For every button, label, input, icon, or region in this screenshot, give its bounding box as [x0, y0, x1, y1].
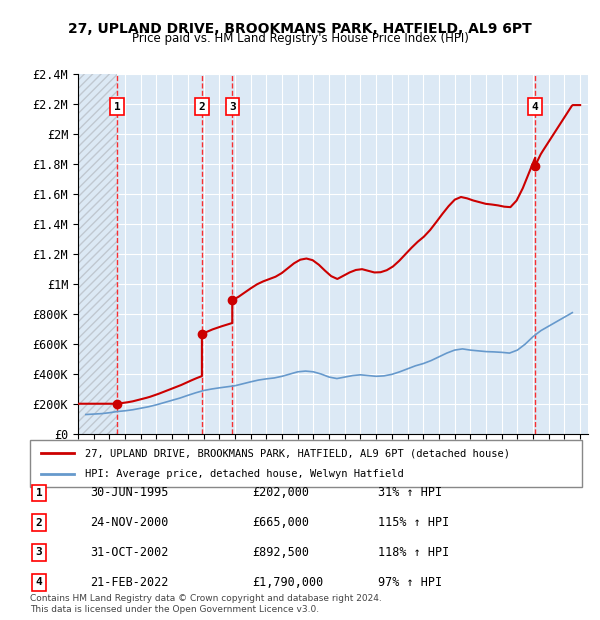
Text: HPI: Average price, detached house, Welwyn Hatfield: HPI: Average price, detached house, Welw… — [85, 469, 404, 479]
Text: 31-OCT-2002: 31-OCT-2002 — [90, 546, 169, 559]
Text: 24-NOV-2000: 24-NOV-2000 — [90, 516, 169, 529]
Text: 2: 2 — [35, 518, 43, 528]
Text: 4: 4 — [532, 102, 539, 112]
Text: 1: 1 — [35, 488, 43, 498]
Text: 27, UPLAND DRIVE, BROOKMANS PARK, HATFIELD, AL9 6PT: 27, UPLAND DRIVE, BROOKMANS PARK, HATFIE… — [68, 22, 532, 36]
Text: Contains HM Land Registry data © Crown copyright and database right 2024.
This d: Contains HM Land Registry data © Crown c… — [30, 595, 382, 614]
Text: £665,000: £665,000 — [252, 516, 309, 529]
Text: £892,500: £892,500 — [252, 546, 309, 559]
Text: £202,000: £202,000 — [252, 487, 309, 499]
Text: Price paid vs. HM Land Registry's House Price Index (HPI): Price paid vs. HM Land Registry's House … — [131, 32, 469, 45]
Bar — [78, 74, 117, 434]
Text: 115% ↑ HPI: 115% ↑ HPI — [378, 516, 449, 529]
Text: 4: 4 — [35, 577, 43, 587]
Text: 1: 1 — [114, 102, 121, 112]
Text: 21-FEB-2022: 21-FEB-2022 — [90, 576, 169, 588]
Text: £1,790,000: £1,790,000 — [252, 576, 323, 588]
Text: 2: 2 — [199, 102, 205, 112]
Text: 27, UPLAND DRIVE, BROOKMANS PARK, HATFIELD, AL9 6PT (detached house): 27, UPLAND DRIVE, BROOKMANS PARK, HATFIE… — [85, 448, 510, 458]
Text: 30-JUN-1995: 30-JUN-1995 — [90, 487, 169, 499]
Text: 3: 3 — [229, 102, 236, 112]
Text: 31% ↑ HPI: 31% ↑ HPI — [378, 487, 442, 499]
Text: 97% ↑ HPI: 97% ↑ HPI — [378, 576, 442, 588]
Text: 118% ↑ HPI: 118% ↑ HPI — [378, 546, 449, 559]
Text: 3: 3 — [35, 547, 43, 557]
FancyBboxPatch shape — [30, 440, 582, 487]
